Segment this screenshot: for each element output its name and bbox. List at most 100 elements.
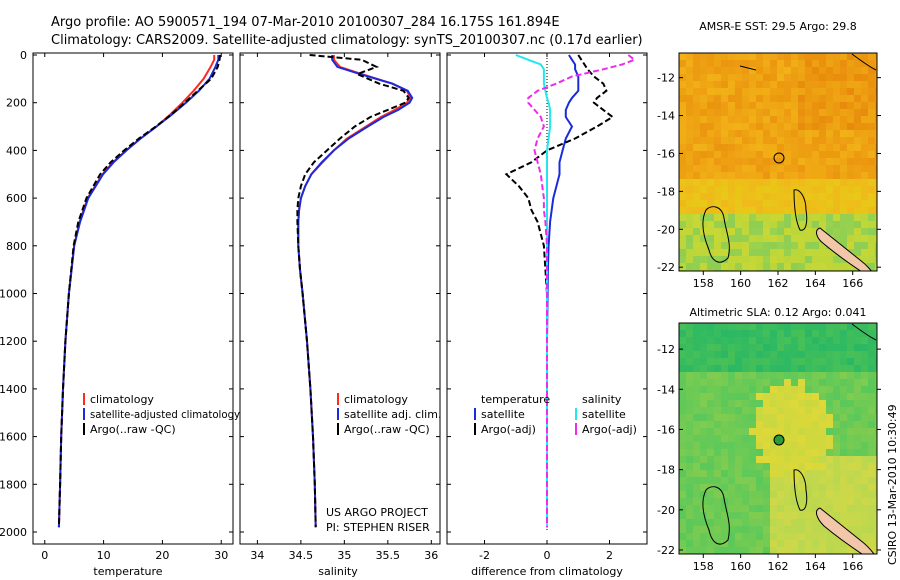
map-cell	[763, 74, 771, 82]
map-cell	[777, 263, 785, 271]
map-cell	[875, 470, 877, 478]
map-cell	[819, 214, 827, 222]
map-cell	[686, 533, 694, 541]
map-cell	[833, 179, 841, 187]
map-cell	[735, 158, 743, 166]
map-cell	[763, 540, 771, 548]
map-cell	[721, 512, 729, 520]
map-cell	[854, 193, 862, 201]
map-cell	[847, 242, 855, 250]
map-cell	[714, 449, 722, 457]
map-cell	[784, 323, 792, 331]
map-cell	[756, 449, 764, 457]
map-cell	[686, 74, 694, 82]
map-cell	[693, 456, 701, 464]
map-cell	[686, 214, 694, 222]
map-cell	[784, 393, 792, 401]
sst-map-lat-axis: -12-14-16-18-20-22	[657, 72, 881, 274]
map-cell	[686, 470, 694, 478]
map-cell	[784, 242, 792, 250]
map-cell	[763, 151, 771, 159]
map-cell	[707, 323, 715, 331]
map-cell	[700, 53, 708, 61]
map-cell	[700, 323, 708, 331]
map-cell	[679, 337, 687, 345]
map-cell	[735, 526, 743, 534]
map-cell	[735, 186, 743, 194]
map-cell	[707, 414, 715, 422]
map-cell	[861, 442, 869, 450]
map-cell	[791, 456, 799, 464]
map-cell	[749, 200, 757, 208]
map-cell	[833, 351, 841, 359]
map-cell	[784, 344, 792, 352]
map-cell	[693, 477, 701, 485]
map-cell	[770, 386, 778, 394]
map-cell	[791, 193, 799, 201]
map-cell	[686, 130, 694, 138]
map-cell	[791, 428, 799, 436]
map-cell	[875, 249, 877, 257]
map-cell	[707, 393, 715, 401]
map-cell	[791, 463, 799, 471]
map-cell	[700, 456, 708, 464]
map-cell	[735, 242, 743, 250]
map-cell	[861, 256, 869, 264]
map-cell	[847, 144, 855, 152]
map-cell	[777, 372, 785, 380]
map-cell	[777, 235, 785, 243]
map-cell	[784, 449, 792, 457]
map-cell	[777, 351, 785, 359]
map-cell	[875, 449, 877, 457]
map-cell	[798, 263, 806, 271]
map-cell	[714, 519, 722, 527]
map-cell	[749, 193, 757, 201]
series-line-temperature-argo-adj-	[504, 54, 615, 528]
map-cell	[693, 263, 701, 271]
map-cell	[721, 242, 729, 250]
map-cell	[756, 463, 764, 471]
map-cell	[679, 249, 687, 257]
map-cell	[735, 67, 743, 75]
map-cell	[679, 477, 687, 485]
map-cell	[721, 249, 729, 257]
map-cell	[875, 400, 877, 408]
map-cell	[707, 123, 715, 131]
map-cell	[749, 365, 757, 373]
map-cell	[728, 344, 736, 352]
map-cell	[756, 193, 764, 201]
map-cell	[763, 263, 771, 271]
map-cell	[749, 179, 757, 187]
map-cell	[679, 505, 687, 513]
map-cell	[854, 421, 862, 429]
map-cell	[868, 60, 876, 68]
map-cell	[875, 421, 877, 429]
map-cell	[805, 256, 813, 264]
map-cell	[693, 95, 701, 103]
map-cell	[861, 207, 869, 215]
map-cell	[763, 449, 771, 457]
map-cell	[791, 102, 799, 110]
map-cell	[686, 372, 694, 380]
map-cell	[812, 81, 820, 89]
map-cell	[749, 263, 757, 271]
map-cell	[819, 505, 827, 513]
map-cell	[826, 540, 834, 548]
map-cell	[826, 344, 834, 352]
map-cell	[805, 379, 813, 387]
map-cell	[770, 242, 778, 250]
map-cell	[749, 358, 757, 366]
map-cell	[686, 386, 694, 394]
map-cell	[742, 228, 750, 236]
map-cell	[847, 81, 855, 89]
map-cell	[700, 533, 708, 541]
map-cell	[819, 67, 827, 75]
map-cell	[854, 137, 862, 145]
map-cell	[749, 330, 757, 338]
map-cell	[742, 526, 750, 534]
map-cell	[854, 491, 862, 499]
map-cell	[693, 330, 701, 338]
map-cell	[770, 130, 778, 138]
map-cell	[833, 263, 841, 271]
map-cell	[819, 428, 827, 436]
